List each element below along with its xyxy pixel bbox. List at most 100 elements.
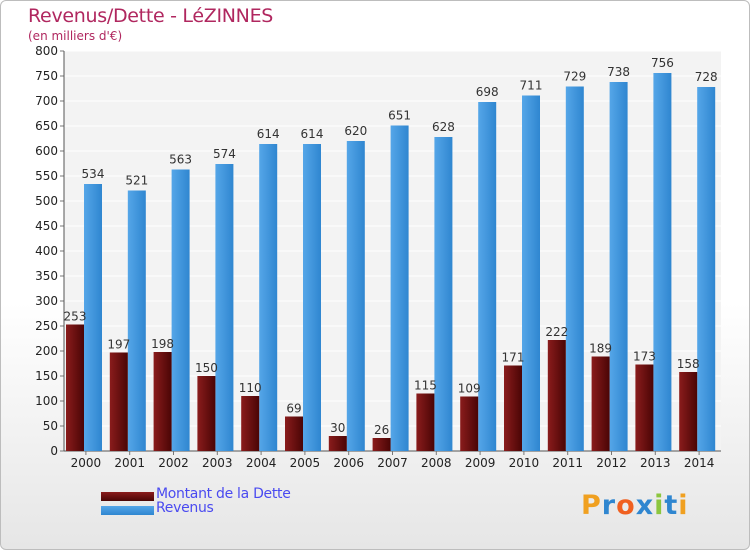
- logo-letter: P: [581, 490, 602, 521]
- x-tick-label: 2003: [202, 456, 233, 470]
- y-tick-label: 50: [43, 419, 58, 433]
- logo-letter: x: [635, 490, 655, 521]
- x-tick-label: 2006: [333, 456, 364, 470]
- data-label-revenue: 521: [125, 174, 148, 188]
- logo-letter: t: [664, 490, 679, 521]
- bar-debt: [591, 356, 610, 451]
- y-tick-label: 300: [35, 294, 58, 308]
- data-label-debt: 110: [239, 381, 262, 395]
- bar-debt: [109, 352, 128, 451]
- bar-debt: [679, 372, 698, 451]
- y-tick-label: 0: [50, 444, 58, 458]
- x-tick-label: 2010: [509, 456, 540, 470]
- data-label-debt: 197: [107, 338, 130, 352]
- data-label-debt: 198: [151, 337, 174, 351]
- data-label-revenue: 729: [563, 70, 586, 84]
- x-tick-label: 2013: [640, 456, 671, 470]
- bar-debt: [635, 364, 654, 451]
- bar-revenue: [215, 164, 234, 451]
- x-tick-label: 2001: [114, 456, 145, 470]
- data-label-revenue: 698: [476, 85, 499, 99]
- data-label-debt: 109: [458, 382, 481, 396]
- data-label-debt: 150: [195, 361, 218, 375]
- legend-swatch-revenue: [101, 506, 154, 515]
- y-tick-label: 800: [35, 44, 58, 58]
- x-tick-label: 2011: [552, 456, 583, 470]
- x-tick-label: 2014: [684, 456, 715, 470]
- bar-debt: [66, 324, 84, 451]
- x-tick-label: 2005: [290, 456, 321, 470]
- y-tick-label: 350: [35, 269, 58, 283]
- bar-debt: [460, 396, 479, 451]
- data-label-debt: 253: [64, 310, 87, 324]
- y-tick-label: 600: [35, 144, 58, 158]
- data-label-revenue: 614: [301, 127, 324, 141]
- logo-letter: o: [616, 490, 636, 521]
- legend-label-revenue: Revenus: [156, 500, 214, 516]
- y-tick-label: 500: [35, 194, 58, 208]
- x-tick-label: 2007: [377, 456, 408, 470]
- y-tick-label: 700: [35, 94, 58, 108]
- logo-letter: r: [601, 490, 617, 521]
- data-label-revenue: 738: [607, 65, 630, 79]
- y-tick-label: 550: [35, 169, 58, 183]
- bar-debt: [153, 352, 172, 451]
- data-label-debt: 115: [414, 379, 437, 393]
- proxiti-logo: Proxiti: [581, 490, 689, 521]
- bar-debt: [547, 340, 566, 451]
- data-label-revenue: 628: [432, 120, 455, 134]
- bar-debt: [504, 365, 522, 451]
- chart-title: Revenus/Dette - LéZINNES: [28, 5, 274, 27]
- bar-debt: [241, 396, 260, 451]
- data-label-revenue: 711: [520, 79, 543, 93]
- data-label-revenue: 651: [388, 109, 411, 123]
- data-label-debt: 171: [502, 351, 525, 365]
- bar-revenue: [609, 82, 628, 451]
- bar-revenue: [522, 95, 540, 451]
- data-label-revenue: 756: [651, 56, 674, 70]
- data-label-debt: 222: [545, 325, 568, 339]
- bar-revenue: [434, 137, 453, 451]
- bar-debt: [285, 416, 303, 451]
- data-label-revenue: 574: [213, 147, 236, 161]
- bar-revenue: [565, 86, 584, 451]
- logo-letter: i: [678, 490, 689, 521]
- data-label-revenue: 728: [695, 70, 718, 84]
- bar-revenue: [697, 87, 716, 451]
- y-tick-label: 250: [35, 319, 58, 333]
- y-tick-label: 750: [35, 69, 58, 83]
- y-tick-label: 450: [35, 219, 58, 233]
- bar-revenue: [259, 144, 278, 451]
- bar-revenue: [390, 125, 409, 451]
- y-tick-label: 100: [35, 394, 58, 408]
- data-label-debt: 173: [633, 350, 656, 364]
- logo-letter: i: [654, 490, 665, 521]
- data-label-debt: 158: [677, 357, 700, 371]
- data-label-debt: 26: [374, 423, 389, 437]
- data-label-revenue: 563: [169, 153, 192, 167]
- chart-subtitle: (en milliers d'€): [28, 29, 123, 43]
- bar-revenue: [127, 190, 146, 451]
- bar-debt: [197, 376, 216, 451]
- x-tick-label: 2008: [421, 456, 452, 470]
- data-label-revenue: 614: [257, 127, 280, 141]
- x-tick-label: 2002: [158, 456, 189, 470]
- y-tick-label: 650: [35, 119, 58, 133]
- bar-debt: [416, 393, 435, 451]
- data-label-revenue: 534: [82, 167, 105, 181]
- data-label-debt: 30: [330, 421, 345, 435]
- bar-revenue: [84, 184, 102, 451]
- data-label-debt: 69: [286, 402, 301, 416]
- bar-revenue: [346, 141, 365, 451]
- bar-revenue: [171, 169, 190, 451]
- legend-label-debt: Montant de la Dette: [156, 486, 291, 502]
- data-label-revenue: 620: [344, 124, 367, 138]
- bar-revenue: [478, 102, 497, 451]
- bar-debt: [372, 438, 391, 451]
- y-tick-label: 150: [35, 369, 58, 383]
- x-tick-label: 2012: [596, 456, 627, 470]
- bar-revenue: [303, 144, 321, 451]
- y-tick-label: 200: [35, 344, 58, 358]
